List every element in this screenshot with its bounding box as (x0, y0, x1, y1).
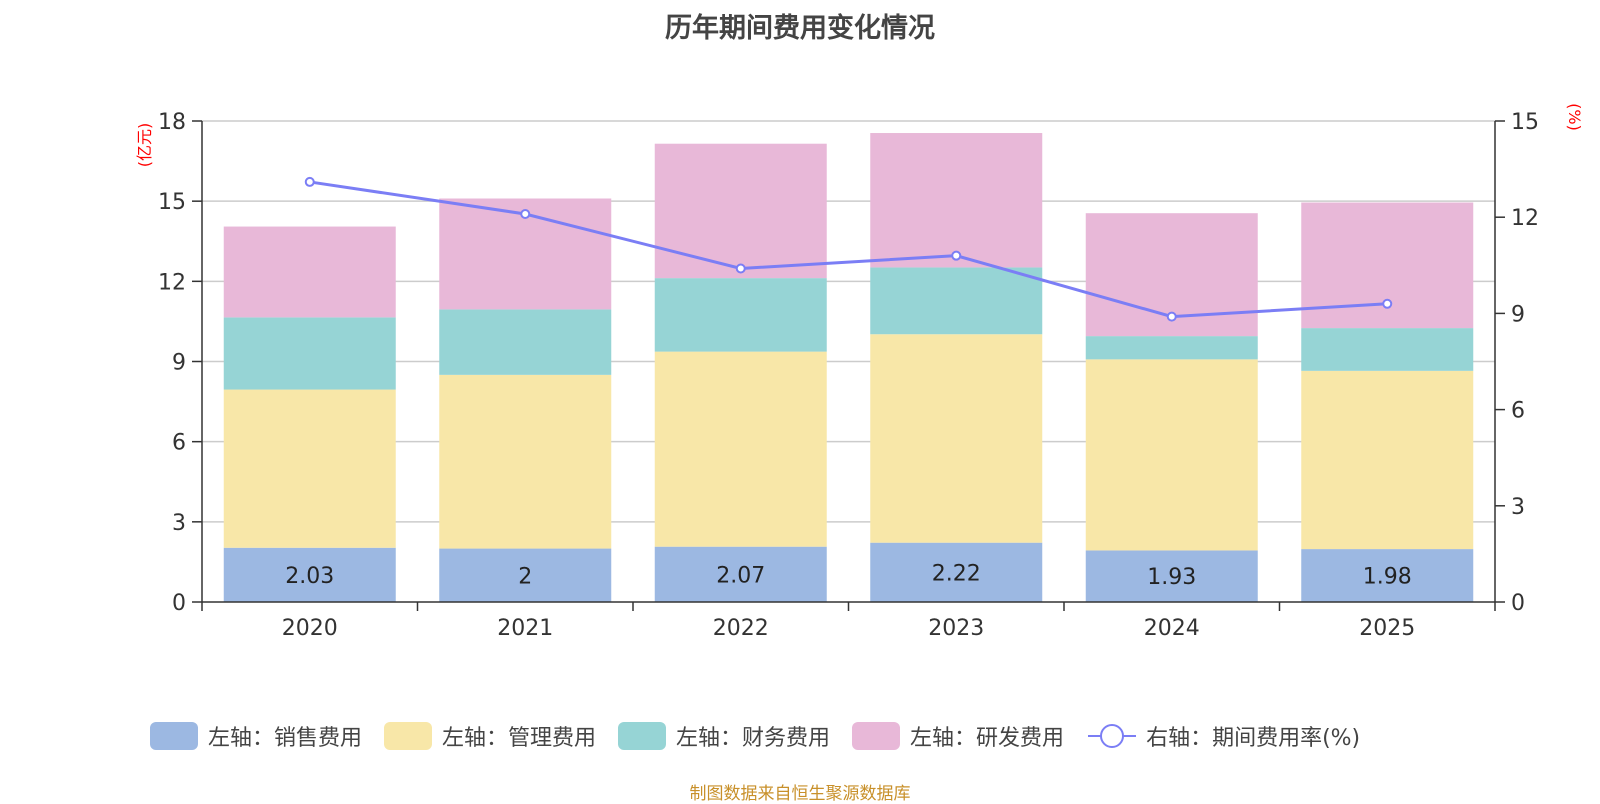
legend-item-finance[interactable]: 左轴：财务费用 (618, 720, 830, 752)
data-label-2024: 1.93 (1147, 565, 1196, 590)
bar-rnd-2022 (654, 143, 827, 279)
bar-finance-2025 (1301, 328, 1474, 371)
bar-finance-2022 (654, 278, 827, 352)
legend-swatch-finance (618, 722, 667, 750)
legend-label-finance: 左轴：财务费用 (676, 726, 831, 751)
legend-label-sales: 左轴：销售费用 (208, 726, 363, 751)
legend-item-expense-rate[interactable]: 右轴：期间费用率(%) (1086, 720, 1360, 752)
expense-rate-point-2020 (304, 176, 315, 187)
legend-swatch-sales (150, 722, 198, 750)
bar-finance-2024 (1085, 336, 1258, 360)
expense-rate-point-2025 (1382, 298, 1393, 309)
data-label-2021: 2 (518, 564, 532, 589)
x-tick-label-2021: 2021 (497, 616, 553, 641)
data-source-note: 制图数据来自恒生聚源数据库 (689, 784, 911, 804)
chart-legend: 左轴：销售费用 左轴：管理费用 左轴：财务费用 左轴：研发费用 右轴：期间费用率… (150, 719, 1382, 753)
expense-rate-point-2024 (1166, 311, 1177, 322)
line-marker-icon (1088, 724, 1137, 748)
data-label-2025: 1.98 (1363, 565, 1412, 590)
bar-admin-2024 (1085, 359, 1258, 551)
legend-label-admin: 左轴：管理费用 (442, 726, 597, 751)
right-tick-label: 0 (1511, 591, 1525, 616)
right-tick-label: 12 (1511, 206, 1539, 231)
expense-rate-point-2023 (951, 250, 962, 261)
legend-item-admin[interactable]: 左轴：管理费用 (384, 720, 596, 752)
data-label-2020: 2.03 (285, 564, 334, 589)
x-tick-label-2024: 2024 (1144, 616, 1200, 641)
legend-item-sales[interactable]: 左轴：销售费用 (150, 720, 362, 752)
x-tick-label-2023: 2023 (928, 616, 984, 641)
bar-admin-2021 (439, 374, 612, 549)
legend-label-rnd: 左轴：研发费用 (910, 726, 1065, 751)
left-tick-label: 0 (172, 591, 186, 616)
x-tick-label-2020: 2020 (282, 616, 338, 641)
bar-sales-2024 (1085, 550, 1258, 602)
bar-rnd-2023 (870, 133, 1043, 268)
x-tick-label-2025: 2025 (1359, 616, 1415, 641)
right-axis-unit: (%) (1565, 103, 1584, 131)
legend-swatch-admin (384, 722, 433, 750)
bar-admin-2020 (223, 389, 396, 548)
bar-finance-2023 (870, 267, 1043, 335)
left-tick-label: 18 (158, 110, 186, 135)
x-tick-label-2022: 2022 (713, 616, 769, 641)
right-tick-label: 9 (1511, 302, 1525, 327)
bar-finance-2021 (439, 309, 612, 375)
bar-rnd-2020 (223, 226, 396, 318)
left-axis-unit: (亿元) (135, 123, 154, 168)
bar-admin-2023 (870, 334, 1043, 543)
bar-admin-2025 (1301, 370, 1474, 550)
legend-swatch-rnd (852, 722, 901, 750)
legend-label-expense-rate: 右轴：期间费用率(%) (1146, 726, 1361, 751)
left-tick-label: 9 (172, 351, 186, 376)
bar-finance-2020 (223, 317, 396, 390)
bar-sales-2023 (870, 542, 1043, 602)
chart-title: 历年期间费用变化情况 (665, 13, 935, 44)
bar-sales-2025 (1301, 549, 1474, 602)
right-tick-label: 3 (1511, 495, 1525, 520)
bar-sales-2020 (223, 547, 396, 602)
expense-rate-point-2022 (735, 263, 746, 274)
right-tick-label: 15 (1511, 110, 1539, 135)
legend-item-rnd[interactable]: 左轴：研发费用 (852, 720, 1064, 752)
data-label-2023: 2.22 (932, 561, 981, 586)
left-tick-label: 12 (158, 270, 186, 295)
left-tick-label: 6 (172, 431, 186, 456)
expense-rate-line (309, 180, 1388, 319)
left-tick-label: 15 (158, 190, 186, 215)
right-tick-label: 6 (1511, 399, 1525, 424)
bar-sales-2022 (654, 546, 827, 602)
expense-rate-point-2021 (520, 208, 531, 219)
left-tick-label: 3 (172, 511, 186, 536)
bar-sales-2021 (439, 548, 612, 602)
data-label-2022: 2.07 (716, 563, 765, 588)
bar-rnd-2025 (1301, 202, 1474, 329)
bar-admin-2022 (654, 351, 827, 547)
